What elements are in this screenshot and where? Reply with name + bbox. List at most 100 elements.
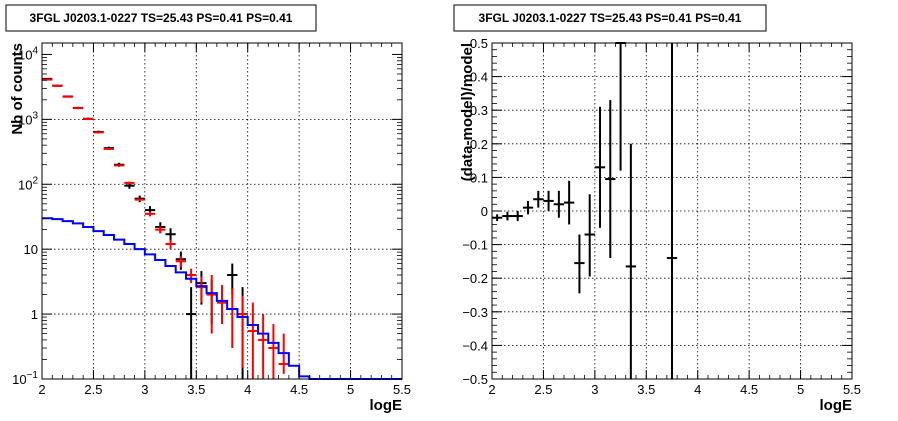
right-x-tick-label: 2 — [488, 382, 495, 397]
right-y-tick-label: 0.1 — [470, 170, 488, 185]
left-data-point — [186, 268, 197, 284]
right-data-point — [666, 43, 678, 379]
left-y-tick-label: 104 — [18, 45, 38, 62]
right-data-point — [605, 100, 616, 259]
left-data-point — [216, 285, 228, 325]
left-gridlines — [42, 43, 402, 379]
left-data-point — [42, 78, 53, 81]
right-y-tick-label: −0.5 — [462, 372, 488, 387]
left-series-layer — [42, 77, 402, 380]
right-title-box: 3FGL J0203.1-0227 TS=25.43 PS=0.41 PS=0.… — [453, 4, 767, 32]
left-plot-frame — [41, 42, 403, 380]
right-data-point — [502, 211, 513, 221]
left-y-tick-exp: 3 — [32, 110, 38, 121]
right-data-point — [564, 180, 575, 225]
left-y-tick-base: 1 — [31, 307, 38, 322]
left-data-point — [196, 276, 207, 303]
left-data-point — [165, 228, 176, 242]
left-model-step-line — [42, 217, 402, 380]
right-plot: 2 2.5 3 3.5 4 4.5 5 5.5 −0.5 −0.4 −0.3 −0.2 −0.1 0 0.… — [459, 36, 861, 414]
left-x-tick-label: 5 — [347, 382, 354, 397]
left-data-point — [134, 198, 145, 202]
right-series-layer — [492, 42, 678, 379]
right-y-tick-label: 0.4 — [470, 70, 488, 85]
right-data-point — [615, 42, 626, 171]
left-x-tick-label: 5.5 — [393, 382, 411, 397]
left-x-axis: 2 2.5 3 3.5 4 4.5 5 5.5 — [38, 43, 411, 397]
left-x-axis-title: logE — [370, 397, 403, 414]
left-x-tick-label: 2 — [38, 382, 45, 397]
right-x-tick-label: 2.5 — [534, 382, 552, 397]
left-data-point — [247, 302, 258, 379]
left-data-point — [227, 288, 238, 349]
left-data-point — [62, 95, 73, 98]
left-data-point — [206, 275, 217, 334]
left-y-tick-label: 1 — [31, 307, 38, 322]
right-y-axis: −0.5 −0.4 −0.3 −0.2 −0.1 0 0.1 0.2 0.3 0.4 0.5 — [462, 36, 852, 387]
right-data-point — [594, 106, 606, 228]
left-x-tick-label: 4 — [244, 382, 251, 397]
right-x-tick-label: 5.5 — [843, 382, 861, 397]
right-x-tick-label: 4 — [694, 382, 701, 397]
right-data-point — [522, 200, 534, 215]
left-y-tick-exp: −1 — [27, 370, 39, 381]
left-y-tick-exp: 4 — [32, 45, 38, 56]
left-data-point — [155, 226, 166, 234]
left-data-point — [83, 118, 94, 121]
right-data-point — [574, 234, 585, 294]
right-x-tick-label: 5 — [797, 382, 804, 397]
right-y-tick-label: 0.3 — [470, 103, 488, 118]
left-y-axis-title: Nb of counts — [9, 43, 26, 135]
left-data-point — [258, 314, 269, 379]
left-data-point — [124, 181, 135, 185]
left-x-tick-label: 4.5 — [290, 382, 308, 397]
right-data-point — [584, 194, 595, 277]
right-y-tick-label: 0.2 — [470, 137, 488, 152]
left-y-tick-base: 10 — [18, 47, 32, 62]
left-chart-title: 3FGL J0203.1-0227 TS=25.43 PS=0.41 PS=0.… — [30, 11, 293, 25]
left-data-point — [237, 295, 248, 368]
right-x-tick-label: 3.5 — [637, 382, 655, 397]
right-x-tick-label: 3 — [591, 382, 598, 397]
right-data-point — [512, 211, 523, 222]
right-y-tick-label: 0.5 — [470, 36, 488, 51]
left-y-tick-base: 10 — [12, 372, 26, 387]
left-data-point — [165, 239, 176, 250]
left-y-tick-base: 10 — [18, 177, 32, 192]
left-title-box: 3FGL J0203.1-0227 TS=25.43 PS=0.41 PS=0.… — [5, 4, 317, 32]
left-data-point — [72, 107, 84, 110]
right-data-point — [533, 190, 544, 208]
right-chart-title: 3FGL J0203.1-0227 TS=25.43 PS=0.41 PS=0.… — [479, 11, 742, 25]
right-x-axis-title: logE — [820, 397, 853, 414]
right-data-point — [553, 190, 564, 218]
right-y-tick-label: −0.3 — [462, 305, 488, 320]
right-data-point — [625, 143, 636, 379]
right-x-tick-label: 4.5 — [740, 382, 758, 397]
left-y-tick-base: 10 — [18, 112, 32, 127]
left-data-point — [52, 84, 63, 87]
left-data-point — [93, 131, 104, 134]
left-x-tick-label: 3 — [141, 382, 148, 397]
left-y-tick-label: 103 — [18, 110, 38, 127]
right-y-tick-label: −0.4 — [462, 338, 488, 353]
left-y-tick-label: 10 — [24, 242, 38, 257]
left-series-2 — [42, 217, 402, 380]
right-y-axis-title: (data-model)/model — [459, 43, 476, 181]
right-data-point — [543, 190, 554, 211]
left-y-tick-label: 102 — [18, 175, 38, 192]
left-x-tick-label: 3.5 — [187, 382, 205, 397]
right-series-0 — [492, 42, 678, 379]
left-data-point — [268, 324, 279, 379]
left-data-point — [144, 211, 156, 217]
left-data-point — [103, 147, 114, 150]
left-series-1 — [42, 78, 289, 379]
right-y-tick-label: −0.1 — [462, 238, 488, 253]
right-y-tick-label: 0 — [481, 204, 488, 219]
right-y-tick-label: −0.2 — [462, 271, 488, 286]
left-y-tick-exp: 2 — [32, 175, 38, 186]
left-y-tick-base: 10 — [24, 242, 38, 257]
left-data-point — [114, 164, 125, 167]
left-data-point — [175, 256, 186, 268]
